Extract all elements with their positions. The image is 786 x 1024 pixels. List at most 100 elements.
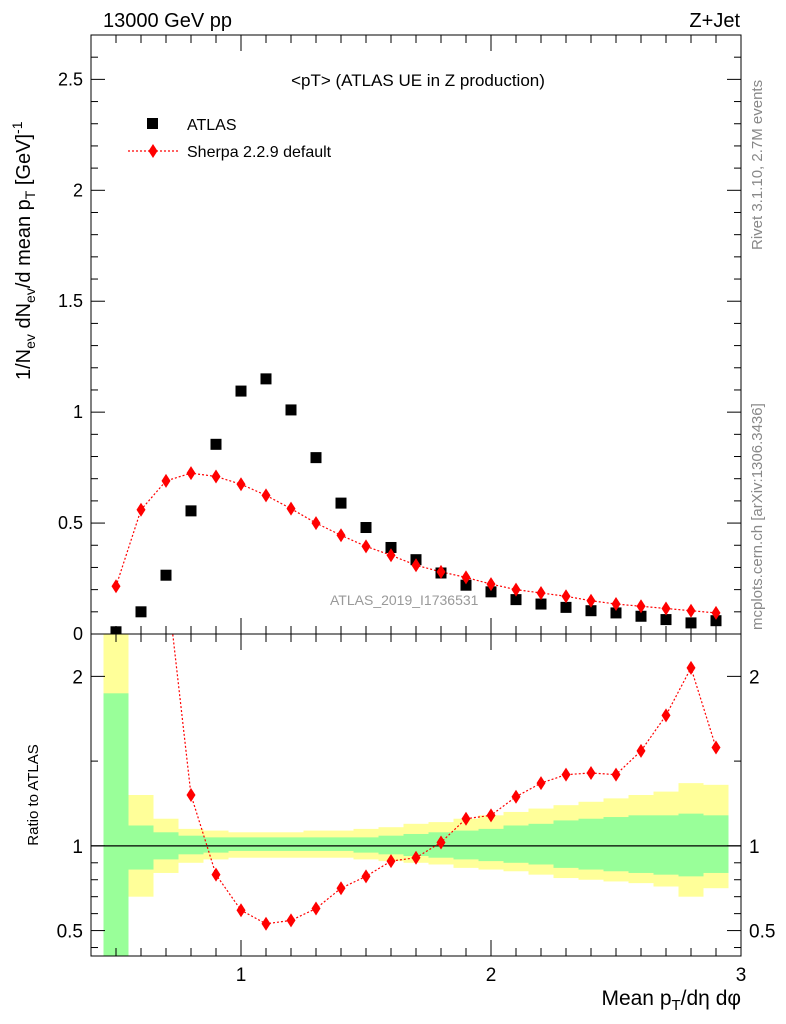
band-inner — [453, 830, 479, 860]
ratio-x-tick-label: 3 — [736, 965, 747, 986]
atlas-point — [235, 385, 247, 397]
band-inner — [628, 815, 654, 873]
ratio-point — [611, 767, 621, 782]
legend-marker-atlas — [147, 118, 158, 129]
atlas-point — [385, 541, 397, 553]
band-inner — [303, 837, 329, 851]
band-inner — [228, 837, 254, 851]
atlas-point — [285, 404, 297, 416]
ratio-y-tick-label: 2 — [72, 667, 83, 688]
atlas-point — [535, 598, 547, 610]
main-y-tick-label: 1 — [73, 402, 83, 422]
atlas-point — [635, 610, 647, 622]
main-panel: ATLAS_2019_I1736531 <pT> (ATLAS UE in Z … — [9, 34, 742, 644]
atlas-point — [310, 452, 322, 464]
sherpa-point — [261, 488, 271, 503]
sherpa-point — [161, 473, 171, 488]
atlas-point — [135, 606, 147, 618]
sherpa-point — [111, 579, 121, 594]
sherpa-point — [636, 599, 646, 614]
band-inner — [478, 828, 504, 862]
sherpa-point — [536, 585, 546, 600]
sherpa-point — [411, 558, 421, 573]
ratio-x-tick-label: 1 — [236, 965, 247, 986]
ratio-series — [172, 634, 721, 931]
ratio-point — [586, 765, 596, 780]
ratio-point — [636, 743, 646, 758]
band-inner — [353, 837, 379, 853]
ratio-point — [461, 811, 471, 826]
band-inner — [603, 817, 629, 872]
band-inner — [653, 815, 679, 875]
sherpa-point — [486, 577, 496, 592]
rivet-label: Rivet 3.1.10, 2.7M events — [749, 80, 766, 250]
atlas-point — [460, 579, 472, 591]
main-y-tick-label: 2 — [73, 180, 83, 200]
ratio-y-tick-label-right: 0.5 — [749, 922, 775, 943]
sherpa-point — [686, 603, 696, 618]
ratio-point — [486, 808, 496, 823]
band-inner — [403, 833, 429, 857]
atlas-point — [485, 586, 497, 598]
ratio-point — [261, 916, 271, 931]
sherpa-point — [711, 605, 721, 620]
sherpa-point — [336, 528, 346, 543]
sherpa-point — [661, 601, 671, 616]
sherpa-point — [461, 570, 471, 585]
legend: ATLAS Sherpa 2.2.9 default — [128, 117, 332, 161]
legend-label-sherpa: Sherpa 2.2.9 default — [187, 144, 332, 161]
atlas-point — [360, 522, 372, 534]
sherpa-point — [286, 501, 296, 516]
ratio-point — [561, 767, 571, 782]
ratio-point — [386, 854, 396, 869]
legend-label-atlas: ATLAS — [187, 117, 237, 134]
ratio-xlabel: Mean pT/dη dφ — [601, 987, 741, 1014]
header-left: 13000 GeV pp — [103, 10, 232, 32]
ratio-panel: 0.5 0.5 1 1 2 2 1 2 3 Ratio to ATLAS Mean pT/dη … — [25, 633, 775, 1014]
band-inner — [578, 818, 604, 870]
band-inner — [128, 825, 154, 870]
band-inner — [253, 837, 279, 851]
ratio-ylabel: Ratio to ATLAS — [25, 744, 42, 845]
ratio-point — [311, 901, 321, 916]
main-y-tick-label: 0.5 — [58, 513, 83, 533]
band-inner — [503, 825, 529, 863]
chart-title: <pT> (ATLAS UE in Z production) — [291, 71, 545, 90]
sherpa-point — [311, 516, 321, 531]
ratio-point — [411, 850, 421, 865]
watermark: ATLAS_2019_I1736531 — [330, 592, 479, 608]
band-inner — [328, 837, 354, 851]
atlas-point — [335, 497, 347, 509]
band-inner — [703, 815, 729, 873]
band-inner — [553, 820, 579, 868]
band-inner — [178, 835, 204, 855]
ratio-point — [711, 740, 721, 755]
sherpa-point — [511, 582, 521, 597]
sherpa-point — [211, 469, 221, 484]
ratio-line — [172, 634, 717, 925]
ratio-point — [336, 881, 346, 896]
atlas-point — [560, 601, 572, 613]
ratio-point — [536, 776, 546, 791]
ratio-point — [686, 660, 696, 675]
ratio-point — [436, 835, 446, 850]
atlas-point — [585, 605, 597, 617]
ratio-point — [286, 913, 296, 928]
band-inner — [678, 813, 704, 877]
sherpa-point — [436, 564, 446, 579]
ratio-point — [211, 867, 221, 882]
sherpa-point — [186, 466, 196, 481]
ratio-x-tick-label: 2 — [486, 965, 497, 986]
band-inner — [103, 693, 129, 956]
atlas-point — [185, 505, 197, 517]
sherpa-point — [611, 597, 621, 612]
ratio-point — [511, 789, 521, 804]
atlas-point — [685, 617, 697, 629]
sherpa-point — [586, 593, 596, 608]
sherpa-point — [136, 502, 146, 517]
main-y-tick-label: 1.5 — [58, 291, 83, 311]
sherpa-point — [561, 589, 571, 604]
ratio-point — [186, 788, 196, 802]
main-y-tick-label: 2.5 — [58, 69, 83, 89]
